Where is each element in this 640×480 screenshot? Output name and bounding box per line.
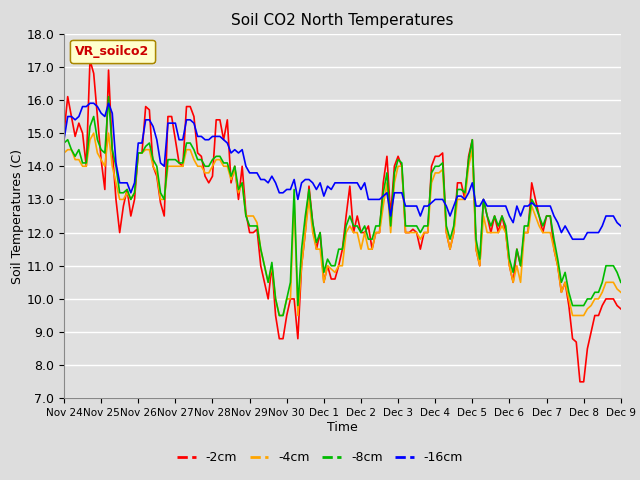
Legend: VR_soilco2: VR_soilco2 <box>70 40 154 63</box>
Y-axis label: Soil Temperatures (C): Soil Temperatures (C) <box>11 148 24 284</box>
Legend: -2cm, -4cm, -8cm, -16cm: -2cm, -4cm, -8cm, -16cm <box>172 446 468 469</box>
X-axis label: Time: Time <box>327 421 358 434</box>
Title: Soil CO2 North Temperatures: Soil CO2 North Temperatures <box>231 13 454 28</box>
